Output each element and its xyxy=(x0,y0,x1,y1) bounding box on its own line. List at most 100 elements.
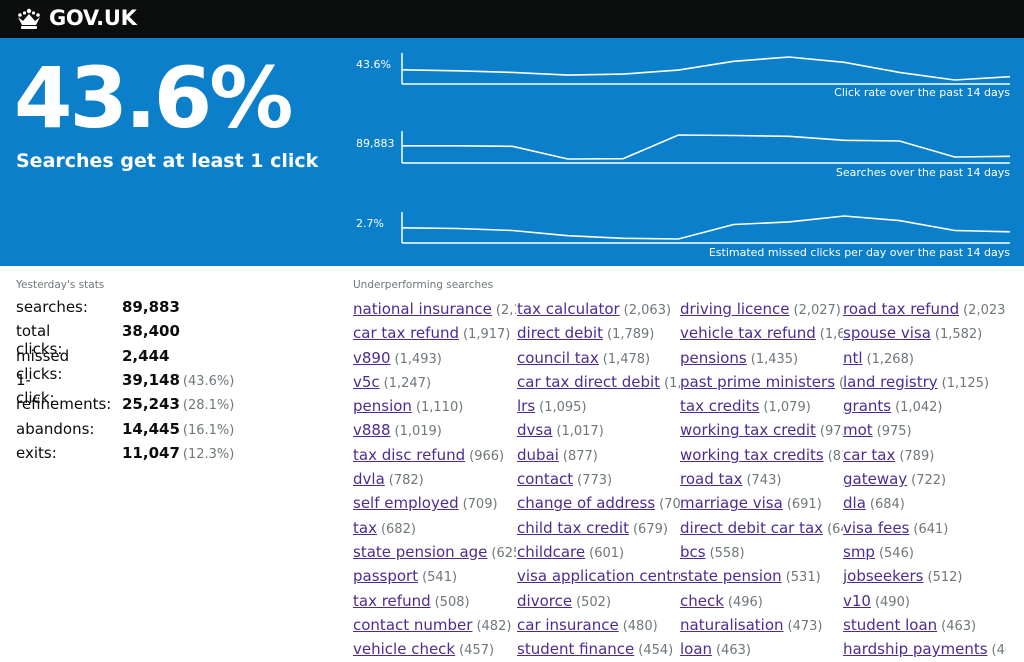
search-count: (1,079) xyxy=(763,400,811,416)
stat-value: 25,243 (28.1%) xyxy=(122,395,234,413)
search-term-link[interactable]: visa application centre xyxy=(517,567,680,586)
search-item: contact number (482) xyxy=(353,614,516,638)
search-term-link[interactable]: vehicle check xyxy=(353,640,456,659)
search-term-link[interactable]: lrs xyxy=(517,397,536,416)
search-count: (480) xyxy=(622,618,658,634)
search-term-link[interactable]: tax disc refund xyxy=(353,445,466,464)
search-item: pension (1,110) xyxy=(353,395,516,419)
search-term-link[interactable]: dubai xyxy=(517,445,559,464)
search-term-link[interactable]: jobseekers xyxy=(843,567,924,586)
stat-number: 11,047 xyxy=(122,443,180,462)
search-count: (709) xyxy=(462,497,498,513)
search-term-link[interactable]: tax credits xyxy=(680,397,760,416)
search-term-link[interactable]: change of address xyxy=(517,494,656,513)
search-term-link[interactable]: smp xyxy=(843,542,875,561)
search-term-link[interactable]: contact number xyxy=(353,615,473,634)
search-term-link[interactable]: divorce xyxy=(517,591,573,610)
search-term-link[interactable]: car tax direct debit xyxy=(517,372,661,391)
search-term-link[interactable]: state pension age xyxy=(353,542,488,561)
search-item: car tax refund (1,917) xyxy=(353,322,516,346)
search-term-link[interactable]: driving licence xyxy=(680,300,790,318)
stats-heading: Yesterday's stats xyxy=(16,279,105,291)
govuk-logo-link[interactable]: GOV.UK xyxy=(49,6,137,30)
search-term-link[interactable]: tax refund xyxy=(353,591,431,610)
stat-value: 11,047 (12.3%) xyxy=(122,444,234,462)
search-count: (454) xyxy=(638,643,674,659)
search-item: jobseekers (512) xyxy=(843,565,1006,589)
stat-value: 38,400 xyxy=(122,322,180,340)
search-term-link[interactable]: dvla xyxy=(353,470,385,489)
search-term-link[interactable]: grants xyxy=(843,397,892,416)
search-term-link[interactable]: student loan xyxy=(843,615,938,634)
search-count: (1,019) xyxy=(394,424,442,440)
search-count: (691) xyxy=(786,497,822,513)
search-term-link[interactable]: direct debit car tax xyxy=(680,518,824,537)
search-term-link[interactable]: naturalisation xyxy=(680,615,784,634)
search-item: passport (541) xyxy=(353,565,516,589)
stat-number: 89,883 xyxy=(122,298,180,316)
search-term-link[interactable]: tax calculator xyxy=(517,300,620,318)
search-term-link[interactable]: bcs xyxy=(680,542,706,561)
search-term-link[interactable]: spouse visa xyxy=(843,324,931,343)
search-item: contact (773) xyxy=(517,468,680,492)
search-term-link[interactable]: vehicle tax refund xyxy=(680,324,816,343)
search-term-link[interactable]: gateway xyxy=(843,470,908,489)
stat-percentage: (16.1%) xyxy=(182,422,235,438)
search-term-link[interactable]: v888 xyxy=(353,421,391,440)
search-term-link[interactable]: v10 xyxy=(843,591,871,610)
search-term-link[interactable]: car insurance xyxy=(517,615,619,634)
search-count: (1,582) xyxy=(934,327,983,343)
sparkline-series xyxy=(402,134,1011,160)
search-term-link[interactable]: student finance xyxy=(517,640,635,659)
search-count: (702 xyxy=(659,497,680,513)
search-term-link[interactable]: ntl xyxy=(843,348,863,367)
search-term-link[interactable]: mot xyxy=(843,421,873,440)
search-term-link[interactable]: car tax xyxy=(843,445,896,464)
searches-caption: Searches over the past 14 days xyxy=(835,166,1010,179)
search-item: tax refund (508) xyxy=(353,590,516,614)
search-item: visa fees (641) xyxy=(843,517,1006,541)
search-count: (1,125) xyxy=(941,375,990,391)
search-term-link[interactable]: visa fees xyxy=(843,518,910,537)
underperforming-heading: Underperforming searches xyxy=(353,279,494,291)
search-term-link[interactable]: pensions xyxy=(680,348,747,367)
search-term-link[interactable]: past prime ministers xyxy=(680,372,836,391)
search-term-link[interactable]: national insurance xyxy=(353,300,492,318)
search-term-link[interactable]: dvsa xyxy=(517,421,553,440)
search-term-link[interactable]: passport xyxy=(353,567,419,586)
search-term-link[interactable]: working tax credits xyxy=(680,445,824,464)
search-term-link[interactable]: pension xyxy=(353,397,412,416)
search-term-link[interactable]: contact xyxy=(517,470,574,489)
search-item: spouse visa (1,582) xyxy=(843,322,1006,346)
search-term-link[interactable]: state pension xyxy=(680,567,782,586)
search-term-link[interactable]: hardship payments xyxy=(843,640,988,659)
search-term-link[interactable]: working tax credit xyxy=(680,421,816,440)
search-item: state pension (531) xyxy=(680,565,843,589)
search-term-link[interactable]: marriage visa xyxy=(680,494,783,513)
search-term-link[interactable]: council tax xyxy=(517,348,599,367)
search-item: tax credits (1,079) xyxy=(680,395,843,419)
search-term-link[interactable]: child tax credit xyxy=(517,518,629,537)
search-item: past prime ministers(1 xyxy=(680,371,843,395)
search-item: state pension age(625 xyxy=(353,541,516,565)
search-term-link[interactable]: self employed xyxy=(353,494,459,513)
search-count: (682) xyxy=(380,521,416,537)
search-term-link[interactable]: direct debit xyxy=(517,324,603,343)
search-count: (2,023) xyxy=(963,303,1006,318)
search-term-link[interactable]: check xyxy=(680,591,724,610)
search-term-link[interactable]: road tax refund xyxy=(843,300,960,318)
search-count: (773) xyxy=(577,473,613,489)
search-term-link[interactable]: tax xyxy=(353,518,377,537)
search-count: (641) xyxy=(913,521,949,537)
search-term-link[interactable]: road tax xyxy=(680,470,743,489)
search-term-link[interactable]: childcare xyxy=(517,542,586,561)
search-count: (463) xyxy=(941,618,977,634)
search-term-link[interactable]: land registry xyxy=(843,372,938,391)
search-term-link[interactable]: loan xyxy=(680,640,713,659)
search-item: bcs (558) xyxy=(680,541,843,565)
search-term-link[interactable]: dla xyxy=(843,494,866,513)
search-count: (877) xyxy=(562,448,598,464)
search-term-link[interactable]: v5c xyxy=(353,372,380,391)
search-term-link[interactable]: v890 xyxy=(353,348,391,367)
search-term-link[interactable]: car tax refund xyxy=(353,324,459,343)
